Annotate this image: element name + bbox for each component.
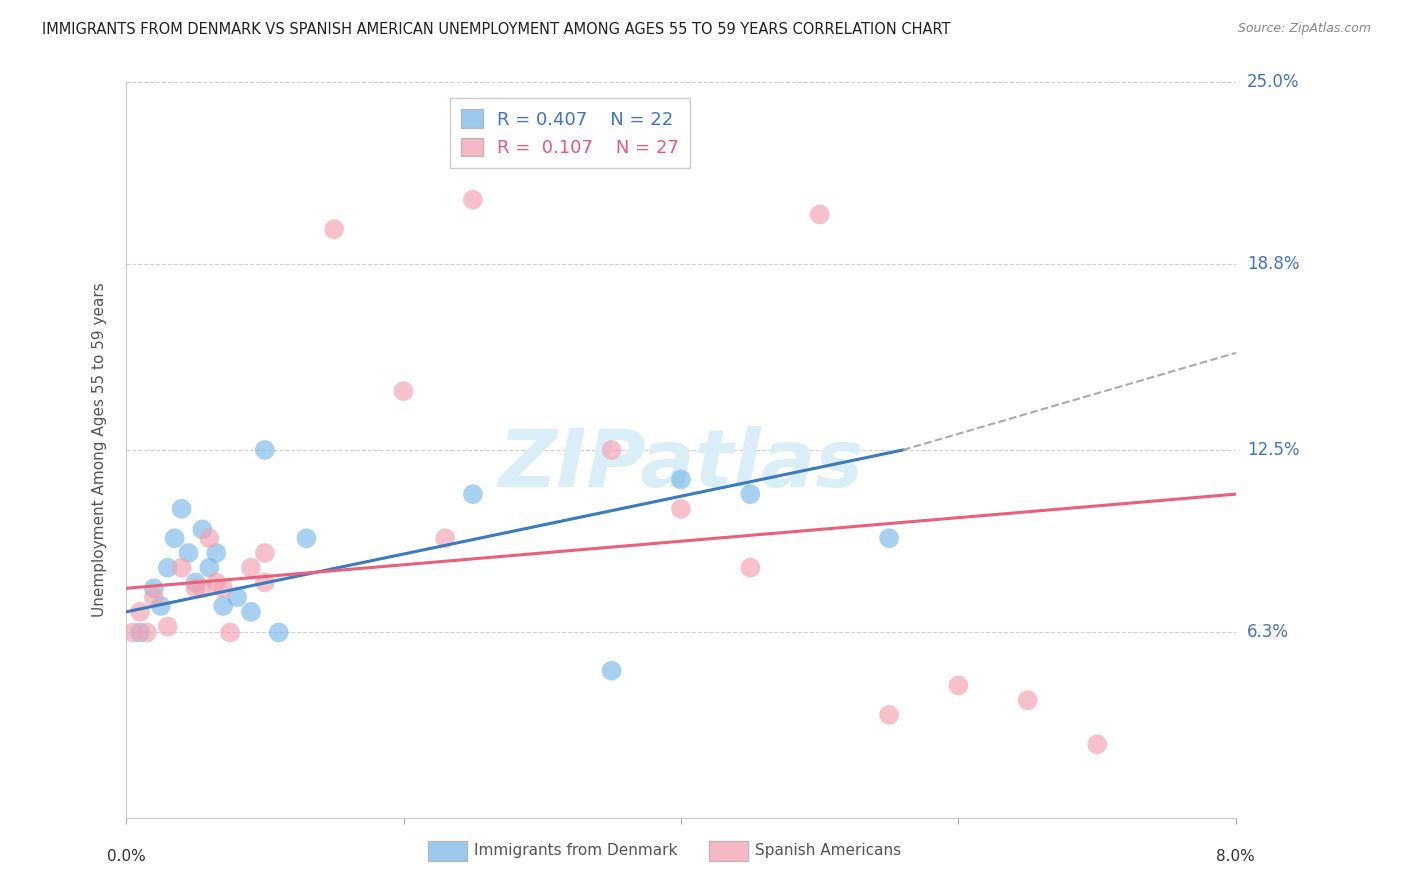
Point: [434, 531, 457, 545]
Point: [219, 625, 242, 640]
Point: [191, 582, 214, 596]
Point: [129, 605, 152, 619]
Point: [198, 560, 221, 574]
Point: [205, 575, 228, 590]
Text: 18.8%: 18.8%: [1247, 255, 1299, 274]
Point: [253, 575, 276, 590]
Point: [226, 590, 249, 604]
Point: [239, 560, 262, 574]
Y-axis label: Unemployment Among Ages 55 to 59 years: Unemployment Among Ages 55 to 59 years: [93, 283, 107, 617]
Point: [1017, 693, 1039, 707]
Point: [461, 193, 484, 207]
Point: [1085, 737, 1108, 751]
Point: [163, 531, 186, 545]
Point: [461, 487, 484, 501]
Text: ZIPatlas: ZIPatlas: [499, 425, 863, 504]
Legend: R = 0.407    N = 22, R =  0.107    N = 27: R = 0.407 N = 22, R = 0.107 N = 27: [450, 98, 690, 168]
Point: [212, 599, 235, 613]
Text: 8.0%: 8.0%: [1216, 849, 1256, 864]
Text: 25.0%: 25.0%: [1247, 73, 1299, 91]
Point: [600, 442, 623, 457]
Point: [191, 523, 214, 537]
Point: [205, 546, 228, 560]
Point: [198, 531, 221, 545]
Point: [295, 531, 318, 545]
Point: [156, 619, 179, 633]
Text: 6.3%: 6.3%: [1247, 624, 1289, 641]
Point: [740, 560, 762, 574]
Point: [239, 605, 262, 619]
Text: IMMIGRANTS FROM DENMARK VS SPANISH AMERICAN UNEMPLOYMENT AMONG AGES 55 TO 59 YEA: IMMIGRANTS FROM DENMARK VS SPANISH AMERI…: [42, 22, 950, 37]
Text: 0.0%: 0.0%: [107, 849, 145, 864]
Point: [142, 590, 165, 604]
Point: [129, 625, 152, 640]
Point: [323, 222, 346, 236]
Point: [184, 575, 207, 590]
Point: [669, 501, 692, 516]
Point: [253, 442, 276, 457]
Point: [808, 207, 831, 221]
Point: [600, 664, 623, 678]
Point: [135, 625, 157, 640]
Point: [177, 546, 200, 560]
Text: Spanish Americans: Spanish Americans: [755, 844, 901, 858]
Point: [669, 472, 692, 486]
Point: [149, 599, 172, 613]
Point: [267, 625, 290, 640]
Point: [877, 531, 900, 545]
Point: [212, 582, 235, 596]
Point: [392, 384, 415, 398]
Text: 12.5%: 12.5%: [1247, 441, 1299, 459]
Point: [877, 707, 900, 722]
Point: [184, 582, 207, 596]
Point: [170, 560, 193, 574]
Point: [142, 582, 165, 596]
Point: [253, 546, 276, 560]
Text: Immigrants from Denmark: Immigrants from Denmark: [474, 844, 678, 858]
Point: [156, 560, 179, 574]
Text: Source: ZipAtlas.com: Source: ZipAtlas.com: [1237, 22, 1371, 36]
Point: [948, 678, 970, 692]
Point: [122, 625, 145, 640]
Point: [170, 501, 193, 516]
Point: [740, 487, 762, 501]
